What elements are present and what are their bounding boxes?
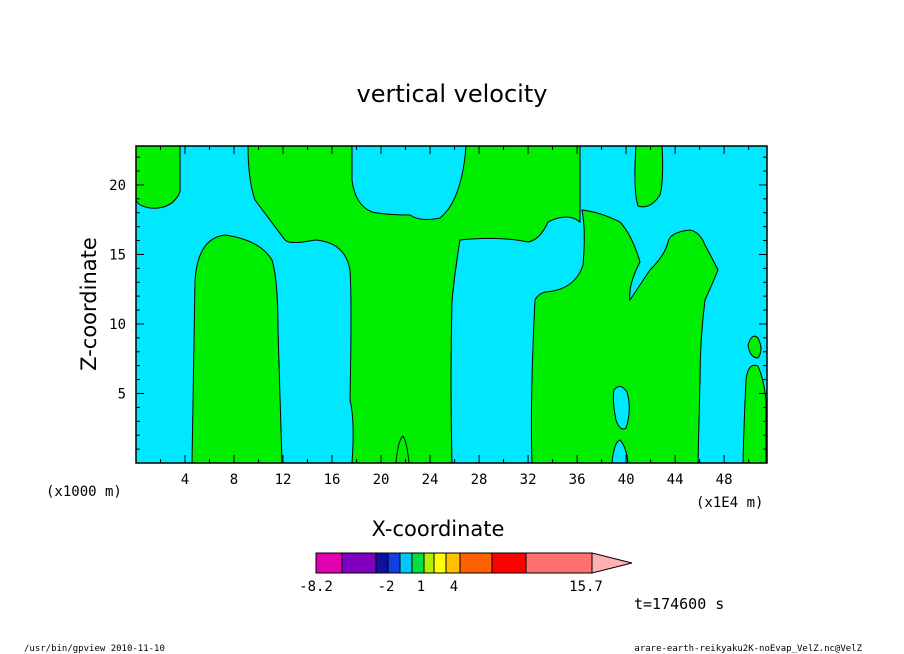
- plot-frame: [135, 145, 768, 464]
- x-tick-label: 4: [181, 472, 189, 488]
- x-tick-label: 44: [667, 472, 684, 488]
- positive-sliver-bottom: [395, 435, 410, 463]
- x-tick-label: 36: [569, 472, 586, 488]
- footer-right: arare-earth-reikyaku2K-noEvap_VelZ.nc@Ve…: [634, 644, 862, 654]
- positive-blob-right-small: [747, 335, 762, 359]
- colorbar-tick-label: 1: [417, 579, 425, 595]
- y-tick-label: 20: [109, 178, 126, 194]
- colorbar-tick-label: 15.7: [569, 579, 603, 595]
- colorbar-box: [387, 552, 401, 574]
- x-tick-label: 8: [230, 472, 238, 488]
- x-tick-label: 40: [618, 472, 635, 488]
- time-label: t=174600 s: [634, 595, 724, 613]
- x-tick-label: 16: [324, 472, 341, 488]
- y-ticks: 5 10 15 20: [109, 156, 767, 450]
- positive-region-right-column: [530, 209, 719, 463]
- x-unit-right: (x1E4 m): [696, 495, 763, 511]
- colorbar-box: [491, 552, 527, 574]
- x-axis-label: X-coordinate: [372, 517, 505, 541]
- x-tick-label: 20: [373, 472, 390, 488]
- colorbar-arrow: [591, 552, 633, 574]
- colorbar-box: [315, 552, 343, 574]
- colorbar-box: [411, 552, 425, 574]
- x-unit-left: (x1000 m): [46, 484, 122, 500]
- positive-region-left-column: [191, 234, 283, 463]
- y-tick-label: 10: [109, 317, 126, 333]
- x-tick-label: 24: [422, 472, 439, 488]
- positive-region-top-left: [136, 146, 181, 209]
- colorbar-tick-label: 4: [450, 579, 458, 595]
- colorbar-tick-label: -2: [378, 579, 395, 595]
- x-tick-label: 12: [275, 472, 292, 488]
- x-tick-label: 48: [716, 472, 733, 488]
- x-ticks: 4 8 12 16 20 24 28 32 36 40 44 48: [160, 146, 750, 488]
- colorbar-box: [525, 552, 593, 574]
- footer-left: /usr/bin/gpview 2010-11-10: [24, 644, 165, 654]
- negative-gap-center: [351, 146, 467, 220]
- positive-region-far-right: [742, 364, 767, 463]
- y-axis-label: Z-coordinate: [77, 237, 101, 371]
- positive-region-upper-center: [247, 146, 581, 463]
- y-tick-label: 5: [118, 386, 126, 402]
- negative-hole-right-1: [612, 386, 630, 430]
- colorbar-box: [399, 552, 413, 574]
- colorbar-tick-label: -8.2: [299, 579, 333, 595]
- x-tick-label: 32: [520, 472, 537, 488]
- colorbar-box: [423, 552, 435, 574]
- colorbar: [315, 552, 633, 574]
- chart-title: vertical velocity: [357, 80, 548, 108]
- y-tick-label: 15: [109, 247, 126, 263]
- colorbar-box: [341, 552, 377, 574]
- colorbar-box: [445, 552, 461, 574]
- colorbar-box: [433, 552, 447, 574]
- negative-hole-right-2: [611, 439, 629, 463]
- x-tick-label: 28: [471, 472, 488, 488]
- positive-blob-top-right: [634, 146, 664, 208]
- colorbar-box: [459, 552, 493, 574]
- colorbar-ticks: -8.2 -2 1 4 15.7: [299, 579, 603, 595]
- colorbar-box: [375, 552, 389, 574]
